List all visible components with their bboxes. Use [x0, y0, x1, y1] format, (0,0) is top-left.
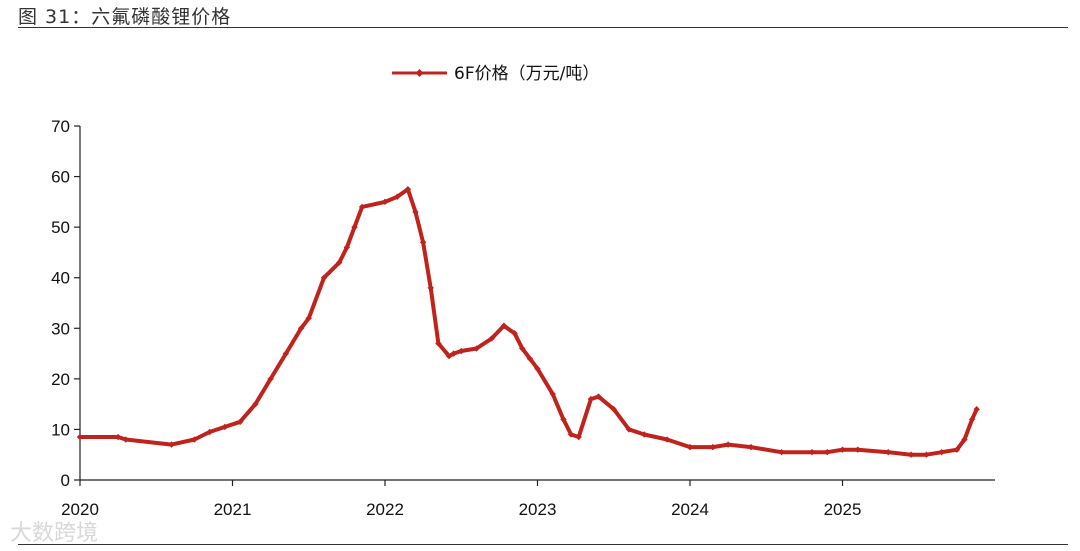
data-point	[435, 340, 442, 347]
y-axis-ticks: 0 10 20 30 40 50 60 70	[51, 117, 80, 490]
data-point	[560, 416, 567, 423]
data-point	[587, 395, 595, 403]
y-tick-label: 20	[51, 370, 70, 389]
x-tick-label: 2020	[61, 500, 99, 519]
data-point	[305, 314, 312, 322]
legend-marker	[415, 69, 424, 77]
data-point	[445, 352, 453, 360]
data-point	[747, 443, 755, 451]
data-point	[907, 451, 915, 458]
data-point	[404, 186, 412, 193]
data-point	[358, 203, 366, 211]
data-point	[394, 193, 401, 200]
data-point	[511, 330, 518, 337]
series-line-0	[78, 187, 979, 457]
x-tick-label: 2021	[214, 500, 252, 519]
data-point	[206, 428, 213, 436]
data-point	[320, 274, 328, 281]
data-point	[824, 448, 831, 456]
data-point	[500, 322, 508, 329]
data-point	[114, 433, 122, 441]
data-point	[282, 350, 290, 357]
data-point	[419, 239, 427, 246]
x-tick-label: 2022	[366, 500, 404, 519]
data-point	[412, 208, 419, 216]
legend: 6F价格（万元/吨）	[392, 64, 599, 84]
data-point	[252, 400, 259, 408]
data-point	[686, 443, 694, 451]
data-point	[519, 345, 526, 352]
data-point	[854, 446, 861, 453]
data-point	[808, 448, 816, 456]
data-point	[221, 423, 229, 431]
data-point	[236, 418, 244, 426]
y-tick-label: 0	[61, 471, 70, 490]
bottom-rule	[18, 544, 1068, 545]
data-point	[297, 325, 305, 332]
data-point	[191, 436, 198, 443]
data-point	[488, 335, 495, 342]
data-point	[938, 448, 945, 456]
data-point	[458, 347, 465, 355]
x-tick-label: 2024	[671, 500, 709, 519]
legend-label: 6F价格（万元/吨）	[454, 64, 599, 84]
data-point	[839, 446, 846, 453]
figure-title: 图 31：六氟磷酸锂价格	[18, 6, 232, 28]
data-point	[724, 441, 732, 448]
data-point	[968, 416, 976, 423]
data-point	[885, 448, 892, 456]
data-point	[961, 436, 968, 443]
data-point	[953, 446, 961, 453]
data-point	[595, 393, 602, 400]
y-tick-label: 10	[51, 420, 70, 439]
data-point	[427, 284, 434, 292]
data-point	[663, 436, 671, 443]
data-point	[450, 350, 457, 357]
x-tick-label: 2025	[824, 500, 862, 519]
data-point	[343, 244, 351, 251]
data-point	[267, 375, 274, 383]
y-tick-label: 70	[51, 117, 70, 136]
watermark: 大数跨境	[10, 521, 99, 546]
data-point	[526, 355, 534, 362]
y-tick-label: 50	[51, 218, 70, 237]
data-point	[168, 441, 175, 448]
data-point	[973, 406, 980, 413]
data-point	[549, 390, 556, 398]
data-point	[709, 443, 717, 451]
data-point	[778, 448, 785, 456]
y-tick-label: 40	[51, 269, 70, 288]
x-axis-ticks: 2020 2021 2022 2023 2024 2025	[61, 480, 861, 519]
data-point	[567, 431, 575, 438]
top-rule	[18, 27, 1068, 28]
data-point	[351, 223, 358, 231]
y-tick-label: 30	[51, 319, 70, 338]
series-group	[76, 186, 980, 458]
data-point	[473, 345, 480, 352]
data-point	[76, 433, 84, 441]
data-point	[610, 406, 617, 413]
data-point	[122, 436, 129, 443]
data-point	[381, 198, 389, 206]
data-point	[923, 451, 930, 458]
data-point	[625, 426, 633, 433]
data-point	[534, 365, 541, 372]
data-point	[575, 433, 582, 441]
data-point	[641, 431, 648, 438]
x-tick-label: 2023	[519, 500, 557, 519]
data-point	[336, 259, 343, 266]
y-tick-label: 60	[51, 168, 70, 187]
